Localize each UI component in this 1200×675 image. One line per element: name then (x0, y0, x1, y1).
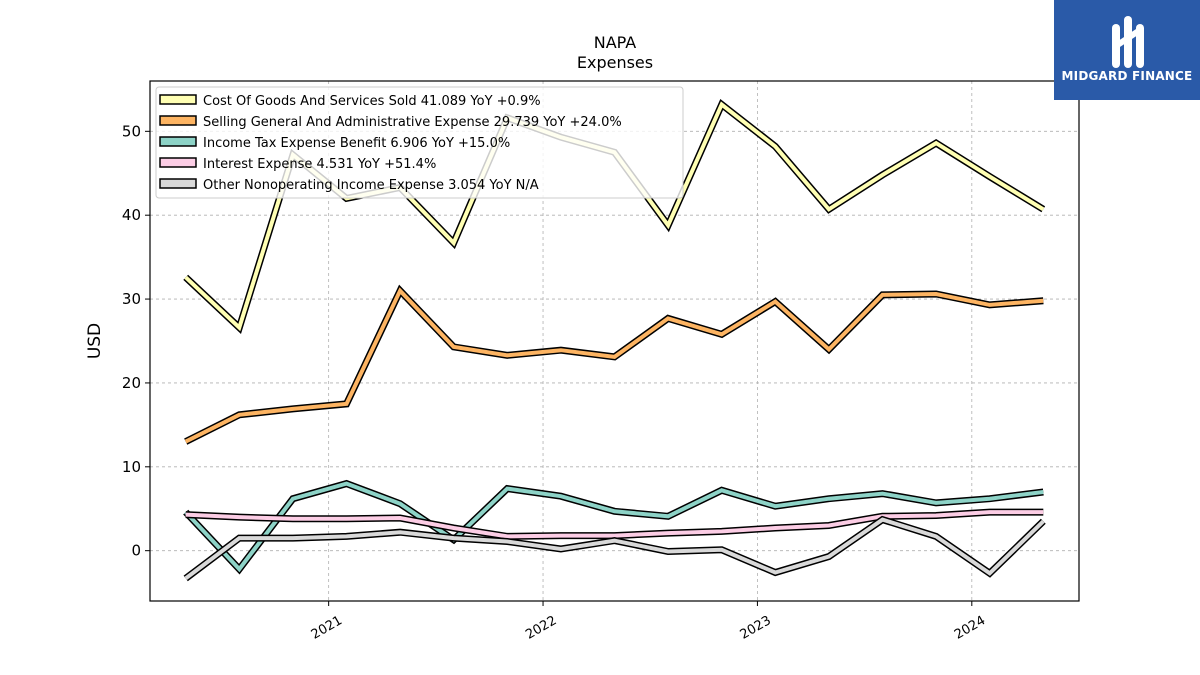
legend-swatch (159, 94, 197, 105)
legend-swatch (159, 157, 197, 168)
y-tick-label: 10 (122, 458, 141, 476)
y-axis-ticks: 0 10 20 30 40 50 (122, 122, 150, 560)
legend-box (155, 86, 684, 199)
plot-frame (149, 80, 1080, 602)
series-line (184, 287, 1044, 444)
x-tick-label: 2023 (738, 613, 774, 643)
chart-title: NAPA (594, 33, 637, 52)
legend-entry: Other Nonoperating Income Expense 3.054 … (203, 178, 539, 193)
x-tick-label: 2022 (523, 613, 559, 643)
brand-logo-icon (1112, 16, 1144, 68)
x-axis-ticks: 2021 2022 2023 2024 (309, 601, 988, 643)
legend-entry: Cost Of Goods And Services Sold 41.089 Y… (203, 94, 541, 109)
y-axis-label: USD (85, 323, 105, 359)
brand-logo: MIDGARD FINANCE (1054, 0, 1200, 100)
chart-subtitle: Expenses (577, 53, 653, 72)
legend: Cost Of Goods And Services Sold 41.089 Y… (155, 86, 684, 199)
y-tick-label: 0 (131, 542, 141, 560)
series-line (184, 481, 1044, 573)
brand-name: MIDGARD FINANCE (1061, 69, 1193, 83)
y-tick-label: 40 (122, 206, 141, 224)
series-line (184, 517, 1045, 580)
legend-entry: Selling General And Administrative Expen… (203, 115, 622, 130)
series-line-outline (184, 284, 1044, 445)
series-line (185, 510, 1044, 539)
legend-entry: Income Tax Expense Benefit 6.906 YoY +15… (203, 136, 510, 151)
y-tick-label: 20 (122, 374, 141, 392)
legend-swatch (159, 178, 197, 189)
legend-swatch (159, 115, 197, 126)
legend-swatch (159, 136, 197, 147)
x-tick-label: 2024 (952, 613, 988, 643)
y-tick-label: 30 (122, 290, 141, 308)
legend-entry: Interest Expense 4.531 YoY +51.4% (203, 157, 436, 172)
x-tick-label: 2021 (309, 613, 345, 643)
y-tick-label: 50 (122, 122, 141, 140)
